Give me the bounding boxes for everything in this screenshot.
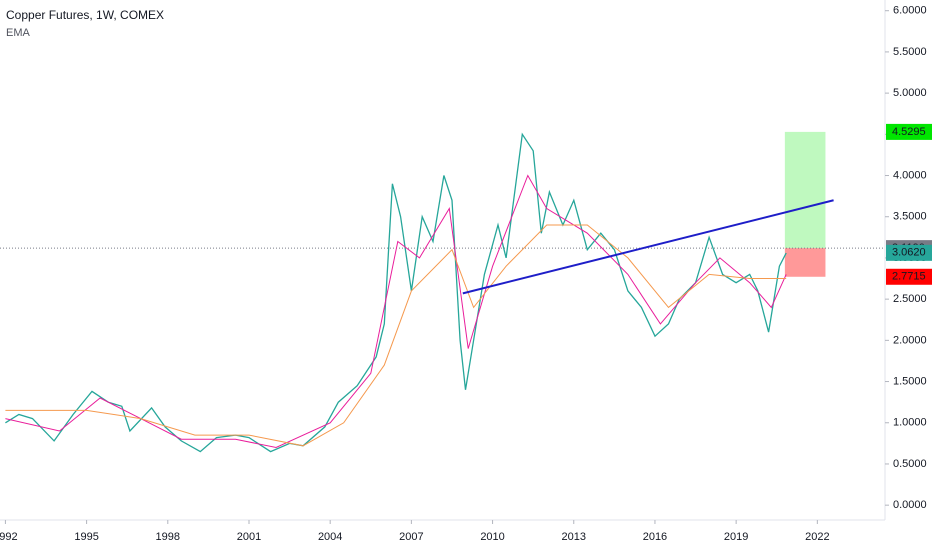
y-tick-label: 3.5000 <box>893 211 927 223</box>
price-label-box <box>886 123 932 140</box>
price-label: 4.5295 <box>892 126 926 138</box>
price-label: 2.7715 <box>892 271 926 283</box>
x-tick-label: 1995 <box>74 531 98 543</box>
x-tick-label: 2010 <box>480 531 504 543</box>
x-tick-label: 2004 <box>318 531 342 543</box>
price-label: 3.0620 <box>892 247 926 259</box>
y-tick-label: 5.5000 <box>893 46 927 58</box>
y-tick-label: 1.5000 <box>893 375 927 387</box>
price-label-box <box>886 244 932 261</box>
series-line <box>5 174 787 449</box>
x-tick-label: 2013 <box>562 531 586 543</box>
target-zone <box>784 131 826 249</box>
stop-zone <box>784 248 826 277</box>
legend-label: EMA <box>6 27 31 39</box>
y-tick-label: 2.5000 <box>893 293 927 305</box>
x-tick-label: 2019 <box>724 531 748 543</box>
y-tick-label: 6.0000 <box>893 5 927 17</box>
y-tick-label: 2.0000 <box>893 334 927 346</box>
trendline <box>462 199 834 295</box>
y-tick-label: 1.0000 <box>893 417 927 429</box>
price-label-box <box>886 268 932 285</box>
chart-title: Copper Futures, 1W, COMEX <box>6 8 164 22</box>
y-tick-label: 0.0000 <box>893 499 927 511</box>
series-line <box>5 132 787 453</box>
x-tick-label: 1998 <box>156 531 180 543</box>
x-tick-label: 2022 <box>805 531 829 543</box>
series-line <box>5 224 787 447</box>
x-tick-label: 1992 <box>0 531 18 543</box>
plot-area <box>0 131 885 453</box>
x-tick-label: 2016 <box>643 531 667 543</box>
x-tick-label: 2007 <box>399 531 423 543</box>
y-tick-label: 4.0000 <box>893 169 927 181</box>
y-tick-label: 0.5000 <box>893 458 927 470</box>
y-tick-label: 5.0000 <box>893 87 927 99</box>
x-tick-label: 2001 <box>237 531 261 543</box>
